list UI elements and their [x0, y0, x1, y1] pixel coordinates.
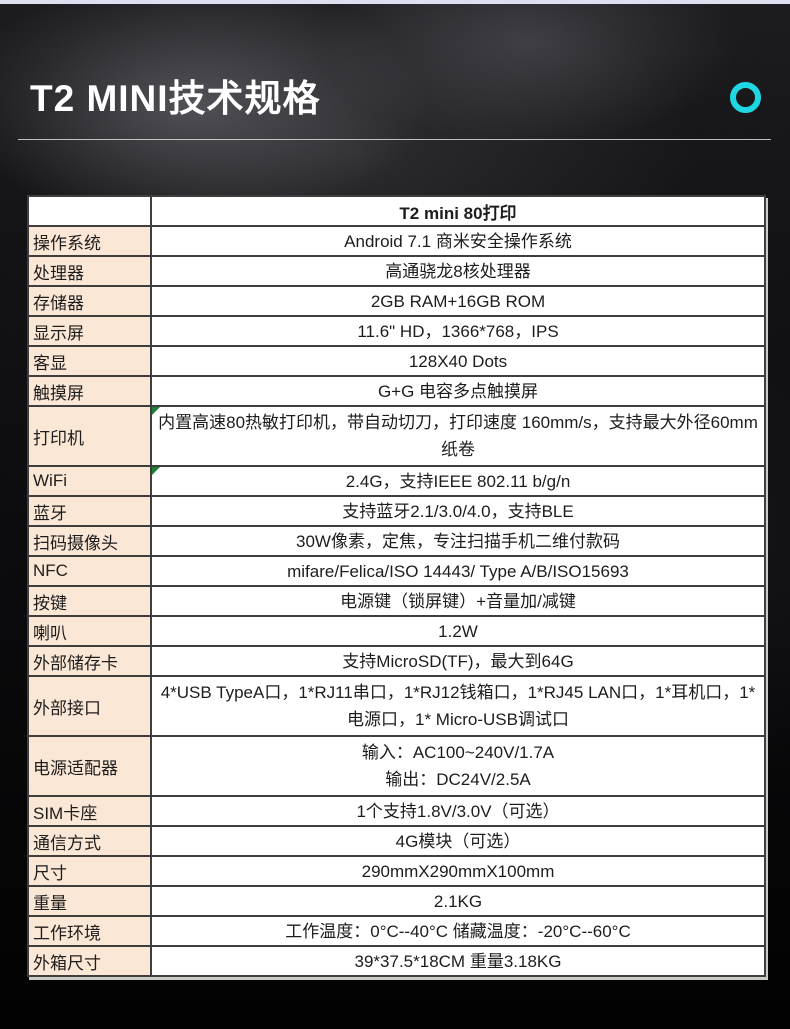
spec-value: 内置高速80热敏打印机，带自动切刀，打印速度 160mm/s，支持最大外径60m…	[150, 405, 766, 467]
spec-label: 外部接口	[27, 675, 152, 737]
spec-label: 外部储存卡	[27, 645, 152, 677]
spec-row: 尺寸 290mmX290mmX100mm	[27, 855, 766, 887]
spec-value: mifare/Felica/ISO 14443/ Type A/B/ISO156…	[150, 555, 766, 587]
spec-row: 喇叭 1.2W	[27, 615, 766, 647]
spec-label: 喇叭	[27, 615, 152, 647]
spec-row: 扫码摄像头 30W像素，定焦，专注扫描手机二维付款码	[27, 525, 766, 557]
spec-value: 高通骁龙8核处理器	[150, 255, 766, 287]
spec-value: Android 7.1 商米安全操作系统	[150, 225, 766, 257]
spec-value: 2.1KG	[150, 885, 766, 917]
spec-value: 4*USB TypeA口，1*RJ11串口，1*RJ12钱箱口，1*RJ45 L…	[150, 675, 766, 737]
circle-ring-icon	[730, 82, 761, 113]
spec-row: 外部储存卡 支持MicroSD(TF)，最大到64G	[27, 645, 766, 677]
spec-row: 触摸屏 G+G 电容多点触摸屏	[27, 375, 766, 407]
spec-row: 存储器 2GB RAM+16GB ROM	[27, 285, 766, 317]
spec-value: 39*37.5*18CM 重量3.18KG	[150, 945, 766, 977]
spec-value: 电源键（锁屏键）+音量加/减键	[150, 585, 766, 617]
spec-value: 支持蓝牙2.1/3.0/4.0，支持BLE	[150, 495, 766, 527]
spec-row: 显示屏 11.6" HD，1366*768，IPS	[27, 315, 766, 347]
spec-row: 蓝牙 支持蓝牙2.1/3.0/4.0，支持BLE	[27, 495, 766, 527]
cell-comment-marker-icon	[153, 468, 160, 475]
top-edge-strip	[0, 0, 790, 4]
divider-line	[18, 139, 771, 140]
spec-label: WiFi	[27, 465, 152, 497]
spec-value: 4G模块（可选）	[150, 825, 766, 857]
spec-row: 打印机 内置高速80热敏打印机，带自动切刀，打印速度 160mm/s，支持最大外径…	[27, 405, 766, 467]
spec-row: 外部接口 4*USB TypeA口，1*RJ11串口，1*RJ12钱箱口，1*RJ…	[27, 675, 766, 737]
spec-label: 存储器	[27, 285, 152, 317]
spec-table-body: 操作系统 Android 7.1 商米安全操作系统 处理器 高通骁龙8核处理器 存储器 2…	[27, 225, 766, 977]
table-header-empty-cell	[27, 195, 152, 227]
spec-label: 操作系统	[27, 225, 152, 257]
spec-value: 1.2W	[150, 615, 766, 647]
spec-value: 输入：AC100~240V/1.7A 输出：DC24V/2.5A	[150, 735, 766, 797]
spec-label: NFC	[27, 555, 152, 587]
spec-row: 处理器 高通骁龙8核处理器	[27, 255, 766, 287]
spec-label: 外箱尺寸	[27, 945, 152, 977]
spec-value: 2.4G，支持IEEE 802.11 b/g/n	[150, 465, 766, 497]
spec-value: 30W像素，定焦，专注扫描手机二维付款码	[150, 525, 766, 557]
spec-label: 蓝牙	[27, 495, 152, 527]
spec-row: 通信方式 4G模块（可选）	[27, 825, 766, 857]
spec-label: 处理器	[27, 255, 152, 287]
spec-row: NFC mifare/Felica/ISO 14443/ Type A/B/ISO…	[27, 555, 766, 587]
spec-label: 扫码摄像头	[27, 525, 152, 557]
table-header-title: T2 mini 80打印	[150, 195, 766, 227]
spec-row: 操作系统 Android 7.1 商米安全操作系统	[27, 225, 766, 257]
spec-label: 重量	[27, 885, 152, 917]
spec-label: 触摸屏	[27, 375, 152, 407]
spec-row: WiFi 2.4G，支持IEEE 802.11 b/g/n	[27, 465, 766, 497]
spec-value: 支持MicroSD(TF)，最大到64G	[150, 645, 766, 677]
spec-row: 外箱尺寸 39*37.5*18CM 重量3.18KG	[27, 945, 766, 977]
spec-value: 1个支持1.8V/3.0V（可选）	[150, 795, 766, 827]
spec-label: SIM卡座	[27, 795, 152, 827]
spec-row: 客显 128X40 Dots	[27, 345, 766, 377]
spec-label: 工作环境	[27, 915, 152, 947]
spec-row: 工作环境 工作温度：0°C--40°C 储藏温度：-20°C--60°C	[27, 915, 766, 947]
spec-label: 尺寸	[27, 855, 152, 887]
spec-label: 打印机	[27, 405, 152, 467]
spec-label: 显示屏	[27, 315, 152, 347]
spec-row: 重量 2.1KG	[27, 885, 766, 917]
spec-row: 电源适配器 输入：AC100~240V/1.7A 输出：DC24V/2.5A	[27, 735, 766, 797]
page-title: T2 MINI技术规格	[30, 78, 321, 119]
spec-value: 128X40 Dots	[150, 345, 766, 377]
spec-label: 按键	[27, 585, 152, 617]
spec-label: 客显	[27, 345, 152, 377]
spec-label: 电源适配器	[27, 735, 152, 797]
table-header-row: T2 mini 80打印	[27, 195, 766, 227]
spec-label: 通信方式	[27, 825, 152, 857]
spec-value: 2GB RAM+16GB ROM	[150, 285, 766, 317]
spec-row: 按键 电源键（锁屏键）+音量加/减键	[27, 585, 766, 617]
spec-value: 11.6" HD，1366*768，IPS	[150, 315, 766, 347]
spec-row: SIM卡座 1个支持1.8V/3.0V（可选）	[27, 795, 766, 827]
spec-value: G+G 电容多点触摸屏	[150, 375, 766, 407]
spec-table: T2 mini 80打印 操作系统 Android 7.1 商米安全操作系统 处理器…	[27, 195, 766, 977]
cell-comment-marker-icon	[153, 408, 160, 415]
spec-value: 290mmX290mmX100mm	[150, 855, 766, 887]
spec-value: 工作温度：0°C--40°C 储藏温度：-20°C--60°C	[150, 915, 766, 947]
